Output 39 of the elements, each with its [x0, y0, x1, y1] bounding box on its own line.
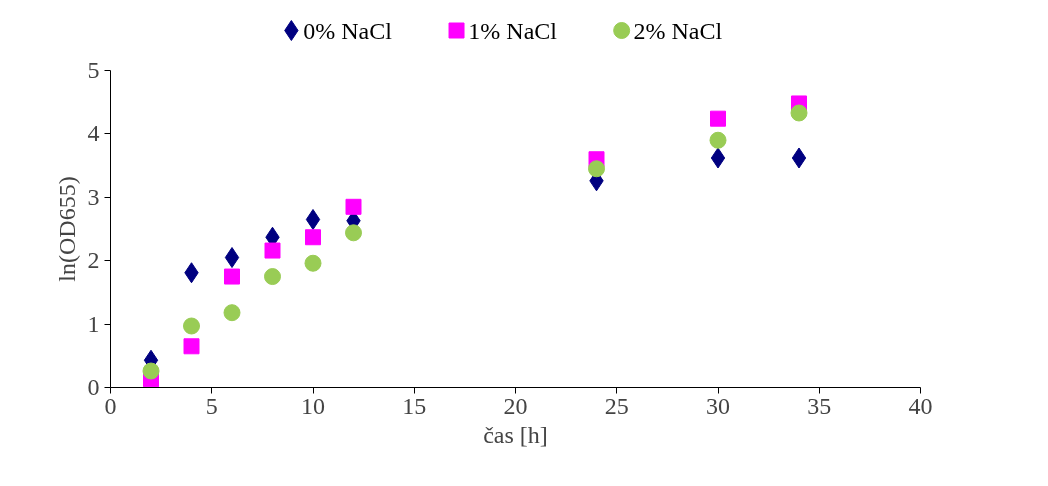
- point: [305, 229, 321, 246]
- y-tick-label: 2: [87, 247, 100, 274]
- point: [264, 242, 281, 259]
- point: [223, 304, 241, 322]
- y-tick-label: 0: [87, 374, 100, 400]
- point: [588, 160, 605, 178]
- x-tick-label: 40: [908, 392, 933, 419]
- point: [183, 317, 200, 335]
- point: [304, 254, 322, 272]
- x-tick-label: 20: [503, 392, 528, 419]
- y-tick-label: 4: [87, 120, 100, 147]
- point: [305, 208, 321, 230]
- point: [709, 131, 727, 149]
- legend-label: 1% NaCl: [468, 17, 558, 44]
- y-tick-label: 3: [87, 183, 100, 210]
- x-tick-label: 10: [301, 392, 325, 419]
- point: [183, 338, 200, 355]
- point: [710, 110, 726, 127]
- y-tick-label: 1: [87, 310, 100, 337]
- legend-label: 0% NaCl: [303, 17, 393, 44]
- point: [710, 147, 726, 169]
- x-tick-label: 30: [706, 392, 730, 419]
- x-tick-label: 25: [604, 392, 629, 419]
- point: [791, 147, 807, 169]
- point: [142, 362, 160, 380]
- x-tick-label: 0: [104, 392, 117, 419]
- point: [264, 268, 281, 286]
- point: [224, 247, 240, 269]
- y-axis-title: ln(OD655): [53, 176, 80, 282]
- point: [345, 198, 362, 215]
- x-axis-title: čas [h]: [483, 421, 548, 448]
- x-tick-label: 5: [205, 392, 218, 419]
- point: [224, 268, 240, 285]
- y-tick-label: 5: [87, 57, 100, 83]
- point: [345, 224, 362, 242]
- legend-label: 2% NaCl: [633, 17, 723, 44]
- point: [790, 104, 808, 122]
- x-tick-label: 35: [807, 392, 832, 419]
- x-tick-label: 15: [402, 392, 427, 419]
